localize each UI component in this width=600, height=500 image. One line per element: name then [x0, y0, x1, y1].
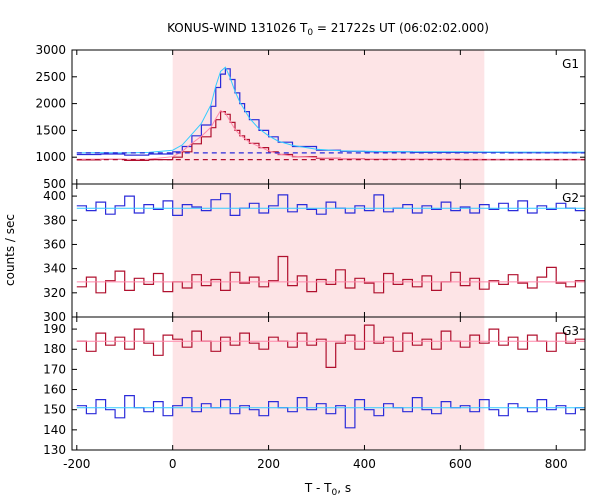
y-axis-label: counts / sec [3, 214, 17, 286]
shaded-interval [172, 184, 485, 317]
panel-g3 [76, 317, 585, 450]
series-line-blue-2 [76, 395, 585, 429]
y-tick-label: 190 [43, 322, 66, 336]
y-tick-label: 380 [43, 213, 66, 227]
x-tick-label: 800 [545, 457, 568, 471]
series-line-pink-3 [76, 109, 585, 160]
y-tick-label: 320 [43, 286, 66, 300]
x-tick-label: 200 [257, 457, 280, 471]
y-tick-label: 180 [43, 342, 66, 356]
panel-label: G1 [562, 57, 579, 71]
y-tick-label: 2000 [35, 97, 66, 111]
y-tick-label: 170 [43, 362, 66, 376]
panel-label: G3 [562, 324, 579, 338]
y-tick-label: 400 [43, 189, 66, 203]
y-tick-label: 160 [43, 383, 66, 397]
x-tick-label: 0 [169, 457, 177, 471]
panel-frame [71, 316, 586, 451]
shaded-interval [172, 50, 485, 184]
series-line-cyan-1 [76, 66, 585, 154]
x-axis-label: T - T0, s [304, 481, 351, 498]
x-tick-label: 600 [449, 457, 472, 471]
y-tick-label: 130 [43, 443, 66, 457]
panel-g1 [76, 50, 585, 184]
shaded-interval [172, 317, 485, 450]
y-tick-label: 340 [43, 262, 66, 276]
y-tick-label: 360 [43, 237, 66, 251]
plot-layer: 50010001500200025003000G1300320340360380… [35, 43, 586, 471]
y-tick-label: 2500 [35, 70, 66, 84]
series-line-blue-0 [76, 193, 585, 216]
y-tick-label: 3000 [35, 43, 66, 57]
panel-label: G2 [562, 191, 579, 205]
chart-title: KONUS-WIND 131026 T0 = 21722s UT (06:02:… [167, 21, 489, 38]
y-tick-label: 150 [43, 403, 66, 417]
series-line-red-0 [76, 324, 585, 368]
x-tick-label: 400 [353, 457, 376, 471]
y-tick-label: 300 [43, 310, 66, 324]
y-tick-label: 140 [43, 423, 66, 437]
series-line-red-2 [76, 255, 585, 294]
y-tick-label: 1000 [35, 150, 66, 164]
y-tick-label: 500 [43, 177, 66, 191]
panel-g2 [76, 184, 585, 317]
x-tick-label: -200 [63, 457, 90, 471]
y-tick-label: 1500 [35, 123, 66, 137]
